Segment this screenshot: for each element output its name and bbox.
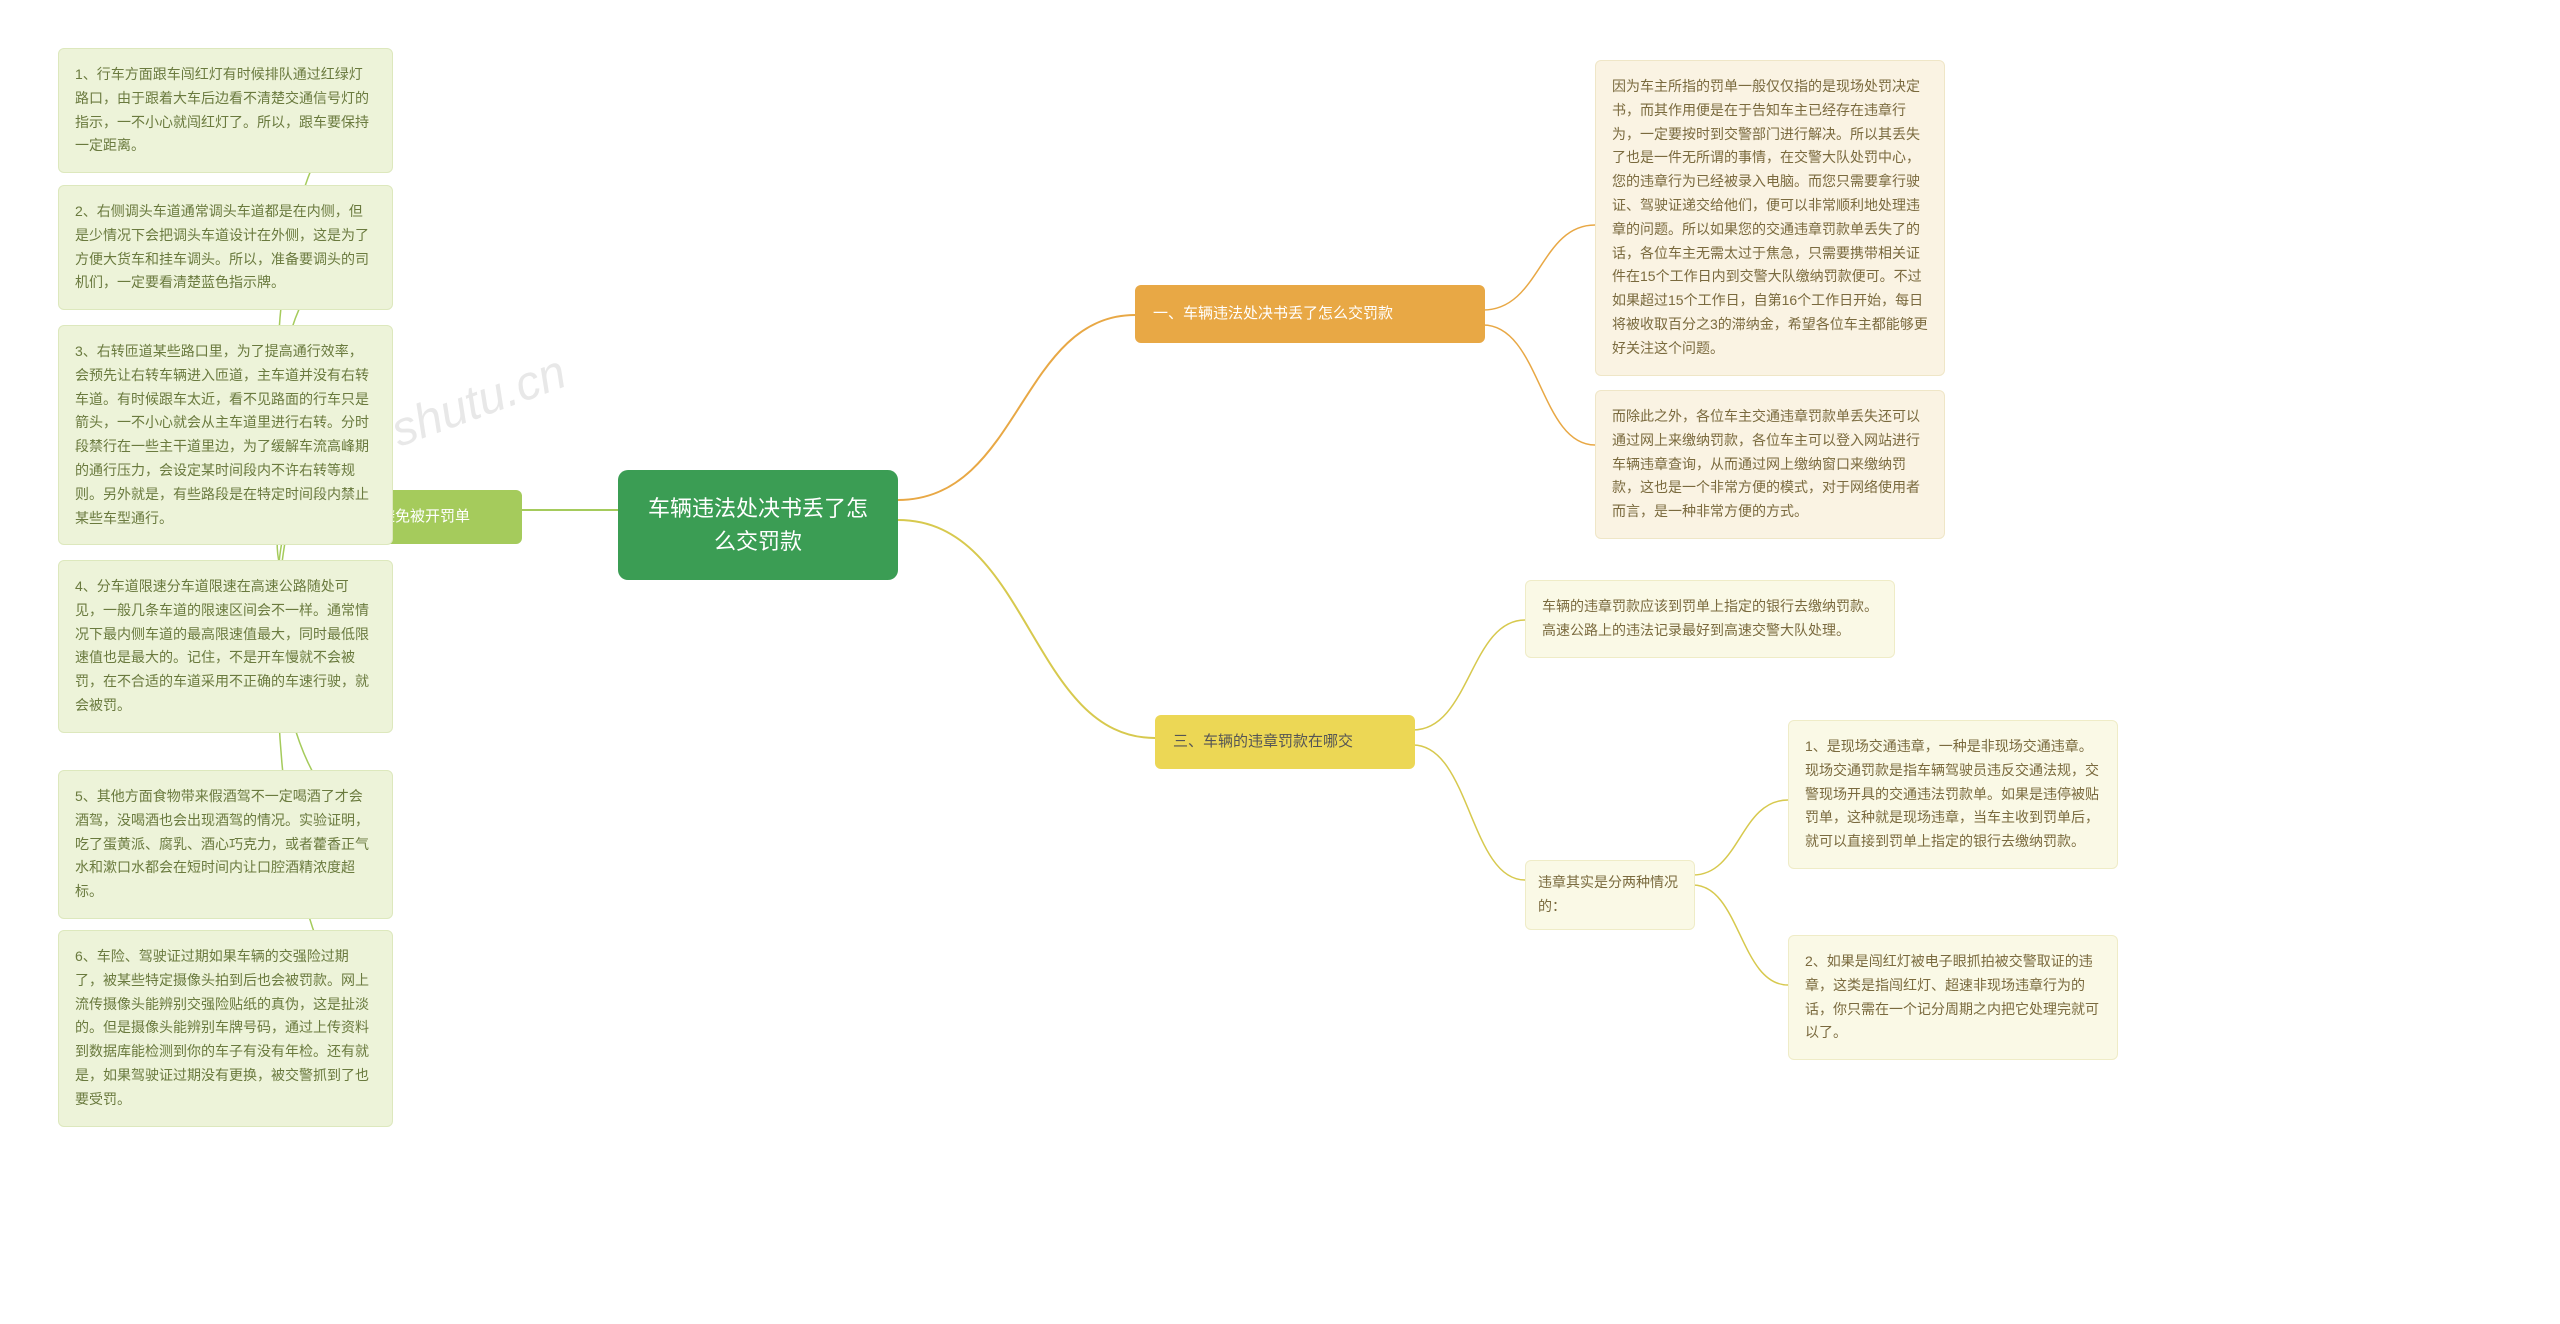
branch-2-leaf-6-text: 6、车险、驾驶证过期如果车辆的交强险过期了，被某些特定摄像头拍到后也会被罚款。网… — [75, 948, 369, 1107]
branch-3-sub-leaf-2[interactable]: 2、如果是闯红灯被电子眼抓拍被交警取证的违章，这类是指闯红灯、超速非现场违章行为… — [1788, 935, 2118, 1060]
root-node[interactable]: 车辆违法处决书丢了怎么交罚款 — [618, 470, 898, 580]
branch-1[interactable]: 一、车辆违法处决书丢了怎么交罚款 — [1135, 285, 1485, 343]
branch-1-leaf-2[interactable]: 而除此之外，各位车主交通违章罚款单丢失还可以通过网上来缴纳罚款，各位车主可以登入… — [1595, 390, 1945, 539]
branch-2-leaf-3[interactable]: 3、右转匝道某些路口里，为了提高通行效率，会预先让右转车辆进入匝道，主车道并没有… — [58, 325, 393, 545]
branch-3-sub-title: 违章其实是分两种情况的： — [1538, 874, 1678, 914]
branch-1-title: 一、车辆违法处决书丢了怎么交罚款 — [1153, 305, 1393, 322]
branch-3-sub-leaf-1[interactable]: 1、是现场交通违章，一种是非现场交通违章。现场交通罚款是指车辆驾驶员违反交通法规… — [1788, 720, 2118, 869]
branch-2-leaf-6[interactable]: 6、车险、驾驶证过期如果车辆的交强险过期了，被某些特定摄像头拍到后也会被罚款。网… — [58, 930, 393, 1127]
branch-3[interactable]: 三、车辆的违章罚款在哪交 — [1155, 715, 1415, 769]
branch-1-leaf-1-text: 因为车主所指的罚单一般仅仅指的是现场处罚决定书，而其作用便是在于告知车主已经存在… — [1612, 78, 1928, 356]
branch-3-title: 三、车辆的违章罚款在哪交 — [1173, 733, 1353, 750]
branch-2-leaf-3-text: 3、右转匝道某些路口里，为了提高通行效率，会预先让右转车辆进入匝道，主车道并没有… — [75, 343, 369, 526]
branch-3-sub-leaf-1-text: 1、是现场交通违章，一种是非现场交通违章。现场交通罚款是指车辆驾驶员违反交通法规… — [1805, 738, 2099, 849]
branch-2-leaf-5-text: 5、其他方面食物带来假酒驾不一定喝酒了才会酒驾，没喝酒也会出现酒驾的情况。实验证… — [75, 788, 369, 899]
root-title: 车辆违法处决书丢了怎么交罚款 — [648, 496, 868, 554]
branch-2-leaf-4-text: 4、分车道限速分车道限速在高速公路随处可见，一般几条车道的限速区间会不一样。通常… — [75, 578, 369, 713]
branch-3-leaf-1[interactable]: 车辆的违章罚款应该到罚单上指定的银行去缴纳罚款。高速公路上的违法记录最好到高速交… — [1525, 580, 1895, 658]
branch-2-leaf-2-text: 2、右侧调头车道通常调头车道都是在内侧，但是少情况下会把调头车道设计在外侧，这是… — [75, 203, 369, 290]
branch-2-leaf-5[interactable]: 5、其他方面食物带来假酒驾不一定喝酒了才会酒驾，没喝酒也会出现酒驾的情况。实验证… — [58, 770, 393, 919]
branch-2-leaf-2[interactable]: 2、右侧调头车道通常调头车道都是在内侧，但是少情况下会把调头车道设计在外侧，这是… — [58, 185, 393, 310]
branch-2-leaf-4[interactable]: 4、分车道限速分车道限速在高速公路随处可见，一般几条车道的限速区间会不一样。通常… — [58, 560, 393, 733]
branch-3-leaf-1-text: 车辆的违章罚款应该到罚单上指定的银行去缴纳罚款。高速公路上的违法记录最好到高速交… — [1542, 598, 1878, 638]
branch-2-leaf-1-text: 1、行车方面跟车闯红灯有时候排队通过红绿灯路口，由于跟着大车后边看不清楚交通信号… — [75, 66, 369, 153]
branch-1-leaf-1[interactable]: 因为车主所指的罚单一般仅仅指的是现场处罚决定书，而其作用便是在于告知车主已经存在… — [1595, 60, 1945, 376]
branch-3-sub-leaf-2-text: 2、如果是闯红灯被电子眼抓拍被交警取证的违章，这类是指闯红灯、超速非现场违章行为… — [1805, 953, 2099, 1040]
branch-1-leaf-2-text: 而除此之外，各位车主交通违章罚款单丢失还可以通过网上来缴纳罚款，各位车主可以登入… — [1612, 408, 1920, 519]
branch-2-leaf-1[interactable]: 1、行车方面跟车闯红灯有时候排队通过红绿灯路口，由于跟着大车后边看不清楚交通信号… — [58, 48, 393, 173]
branch-3-sub[interactable]: 违章其实是分两种情况的： — [1525, 860, 1695, 930]
